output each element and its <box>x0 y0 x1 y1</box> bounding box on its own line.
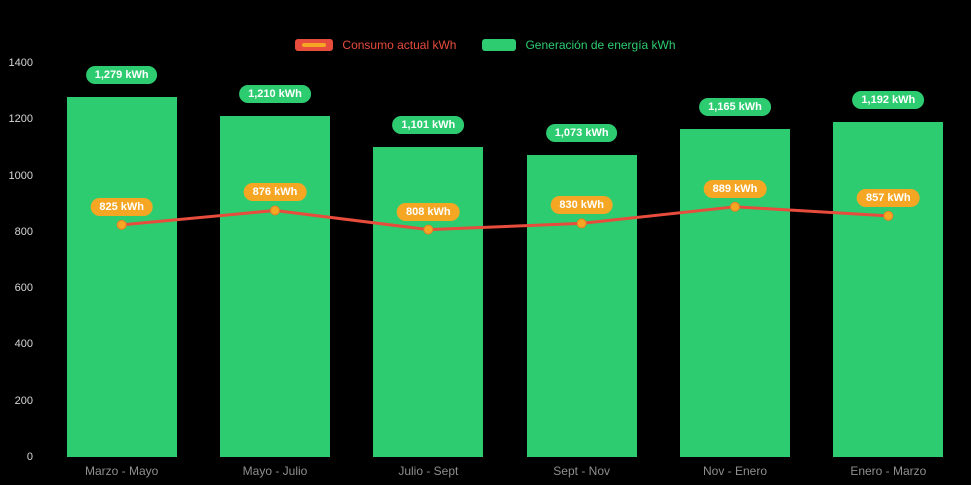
y-axis-tick-label: 0 <box>26 451 33 463</box>
consumption-point[interactable] <box>270 205 280 216</box>
consumption-point[interactable] <box>116 219 127 230</box>
consumption-point[interactable] <box>576 218 587 229</box>
y-axis-tick-label: 1000 <box>8 169 33 182</box>
y-axis-tick-label: 600 <box>14 282 33 295</box>
legend-item-consumo[interactable]: Consumo actual kWh <box>295 38 456 52</box>
consumption-value-badge: 825 kWh <box>90 197 153 216</box>
generation-value-badge: 1,101 kWh <box>392 116 465 135</box>
x-axis-category-label: Nov - Enero <box>702 464 768 478</box>
x-axis-category-label: Julio - Sept <box>398 464 459 478</box>
y-axis-tick-label: 200 <box>14 394 33 407</box>
generation-value-badge: 1,279 kWh <box>85 66 158 85</box>
x-axis-category-label: Enero - Marzo <box>850 464 927 478</box>
y-axis-tick-label: 800 <box>14 225 33 238</box>
generacion-bar-swatch-icon <box>482 39 517 51</box>
consumption-value-badge: 808 kWh <box>397 202 460 221</box>
consumption-value-badge: 857 kWh <box>857 188 920 207</box>
generation-value-badge: 1,165 kWh <box>699 98 771 117</box>
chart-legend: Consumo actual kWh Generación de energía… <box>0 38 971 52</box>
legend-label-generacion: Generación de energía kWh <box>525 38 676 52</box>
consumption-value-badge: 830 kWh <box>550 196 613 215</box>
legend-label-consumo: Consumo actual kWh <box>342 38 457 52</box>
x-axis-category-label: Sept - Nov <box>553 464 611 478</box>
consumption-line <box>121 205 889 232</box>
generation-bar[interactable] <box>220 116 330 457</box>
consumption-point[interactable] <box>423 224 434 235</box>
y-axis-tick-label: 1200 <box>8 113 33 126</box>
legend-item-generacion[interactable]: Generación de energía kWh <box>482 38 676 52</box>
consumption-value-badge: 889 kWh <box>703 179 767 198</box>
consumption-value-badge: 876 kWh <box>243 183 307 202</box>
generation-value-badge: 1,192 kWh <box>852 90 925 109</box>
y-axis-tick-label: 400 <box>14 338 33 351</box>
consumption-point[interactable] <box>883 210 894 221</box>
generation-bar[interactable] <box>373 147 484 457</box>
x-axis-category-label: Marzo - Mayo <box>84 464 159 478</box>
generation-bar[interactable] <box>833 121 944 457</box>
consumption-point[interactable] <box>730 201 740 212</box>
consumo-line-swatch-icon <box>295 39 334 51</box>
generation-value-badge: 1,073 kWh <box>545 124 618 143</box>
x-axis-category-label: Mayo - Julio <box>242 464 308 478</box>
y-axis-tick-label: 1400 <box>8 57 33 69</box>
generation-bar[interactable] <box>66 97 177 457</box>
generation-value-badge: 1,210 kWh <box>239 85 311 104</box>
